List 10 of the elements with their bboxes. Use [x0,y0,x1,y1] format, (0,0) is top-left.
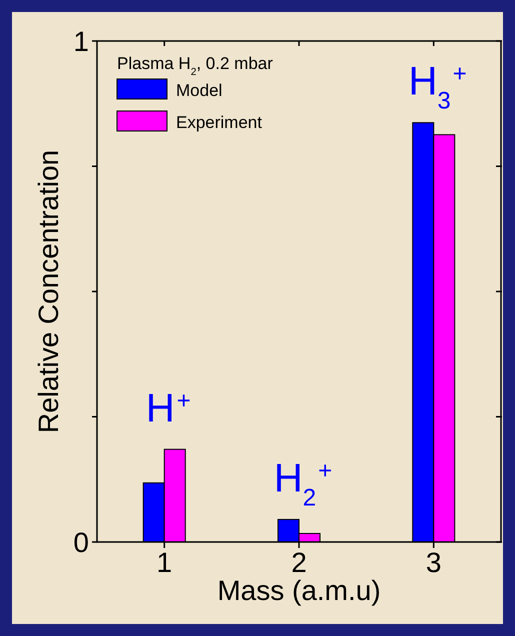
x-tick-label: 3 [426,547,442,578]
x-axis-title: Mass (a.m.u) [217,575,381,606]
legend-label: Experiment [176,113,262,132]
annotation: H$^{+}$ [146,386,191,430]
y-axis-title: Relative Concentration [33,150,64,434]
legend-title: Plasma H$_{2}$, 0.2 mbar [117,54,274,78]
y-tick-label: 0 [73,526,89,558]
x-tick-label: 1 [156,547,172,578]
legend-label: Model [176,81,222,100]
x-tick-label: 2 [291,547,307,578]
